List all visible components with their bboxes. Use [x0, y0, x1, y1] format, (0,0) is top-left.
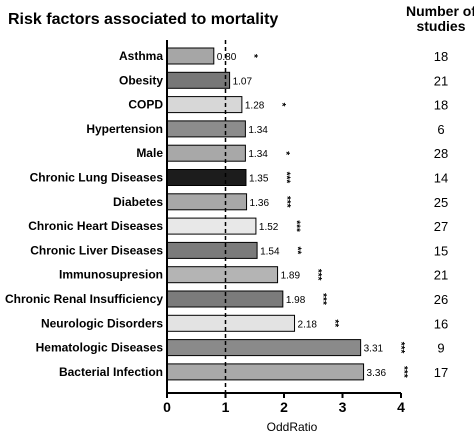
category-label: Male [136, 146, 163, 160]
significance-marker: * [280, 151, 291, 155]
chart-title: Risk factors associated to mortality [8, 11, 278, 28]
significance-marker: *** [395, 342, 406, 354]
category-label: Diabetes [113, 195, 163, 209]
studies-count: 21 [434, 73, 448, 88]
bar [166, 71, 231, 89]
studies-count: 6 [437, 122, 444, 137]
bar [166, 241, 258, 259]
category-label: Hypertension [86, 122, 163, 136]
studies-count: 21 [434, 268, 448, 283]
bar [166, 363, 365, 381]
significance-marker: *** [398, 366, 409, 378]
studies-header-line2: studies [416, 18, 465, 34]
category-label: Bacterial Infection [59, 365, 163, 379]
studies-header-line1: Number of [406, 3, 474, 19]
significance-marker: *** [317, 293, 328, 305]
category-label: COPD [128, 98, 163, 112]
category-label: Hematologic Diseases [36, 341, 164, 355]
bar [166, 47, 215, 65]
category-label: Chronic Heart Diseases [28, 219, 163, 233]
value-label: 3.36 [367, 368, 387, 379]
significance-marker: ** [329, 319, 340, 327]
x-axis-label: OddRatio [267, 420, 318, 434]
studies-count: 25 [434, 195, 448, 210]
studies-count: 16 [434, 316, 448, 331]
bar [166, 144, 246, 162]
value-label: 1.35 [249, 174, 269, 185]
category-label: Asthma [119, 49, 163, 63]
category-label: Chronic Renal Insufficiency [5, 292, 163, 306]
significance-marker: *** [312, 269, 323, 281]
category-label: Chronic Liver Diseases [30, 243, 163, 257]
studies-count: 18 [434, 98, 448, 113]
bar [166, 96, 243, 114]
category-label: Neurologic Disorders [41, 316, 163, 330]
value-label: 3.31 [364, 344, 384, 355]
bar [166, 339, 362, 357]
value-label: 1.98 [286, 295, 306, 306]
bar [166, 217, 257, 235]
studies-count: 18 [434, 49, 448, 64]
significance-marker: * [276, 103, 287, 107]
studies-count: 17 [434, 365, 448, 380]
value-label: 1.89 [281, 271, 301, 282]
value-label: 1.54 [260, 246, 280, 257]
studies-count: 28 [434, 146, 448, 161]
bar [166, 314, 296, 332]
x-tick-label: 2 [280, 399, 288, 415]
x-tick-label: 1 [222, 399, 230, 415]
bar [166, 120, 246, 138]
value-label: 2.18 [298, 319, 318, 330]
studies-count: 14 [434, 171, 448, 186]
significance-marker: *** [290, 220, 301, 232]
bars-group: Asthma 0.80 * 18 Obesity 1.07 21 COPD 1.28 * 18 Hyp… [5, 47, 448, 381]
x-tick-label: 3 [339, 399, 347, 415]
value-label: 1.52 [259, 222, 279, 233]
value-label: 1.34 [248, 125, 268, 136]
studies-count: 15 [434, 243, 448, 258]
bar [166, 169, 247, 186]
x-ticks-group: 0 1 2 3 4 [163, 393, 405, 415]
studies-count: 9 [437, 341, 444, 356]
studies-count: 27 [434, 219, 448, 234]
x-tick-label: 4 [397, 399, 405, 415]
category-label: Chronic Lung Diseases [30, 171, 164, 185]
value-label: 1.28 [245, 101, 265, 112]
value-label: 1.07 [233, 76, 253, 87]
value-label: 1.34 [248, 149, 268, 160]
x-tick-label: 0 [163, 399, 171, 415]
bar [166, 266, 279, 284]
significance-marker: * [248, 54, 259, 58]
category-label: Immunosupresion [59, 268, 163, 282]
value-label: 1.36 [250, 198, 270, 209]
significance-marker: ** [291, 247, 302, 255]
significance-marker: *** [281, 196, 292, 208]
significance-marker: *** [280, 172, 291, 184]
studies-count: 26 [434, 292, 448, 307]
category-label: Obesity [119, 73, 163, 87]
value-label: 0.80 [217, 52, 237, 63]
bar [166, 193, 248, 211]
